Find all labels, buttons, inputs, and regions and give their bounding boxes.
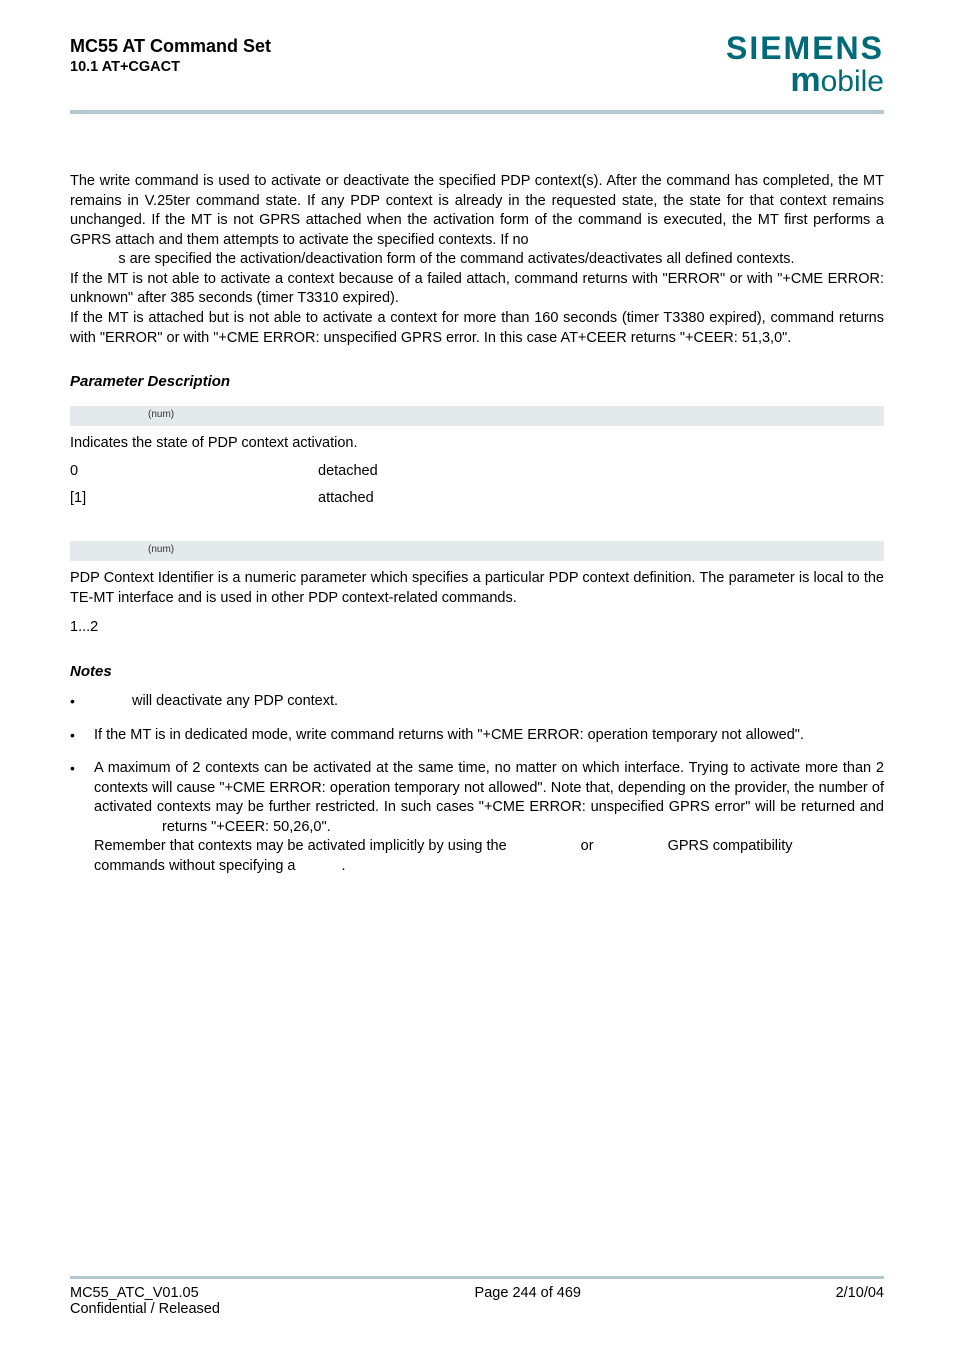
doc-subtitle: 10.1 AT+CGACT xyxy=(70,59,271,75)
page: MC55 AT Command Set 10.1 AT+CGACT SIEMEN… xyxy=(0,0,954,1351)
note2-line2c: GPRS compatibility xyxy=(668,838,793,854)
footer-date: 2/10/04 xyxy=(836,1285,884,1317)
bullet-icon: • xyxy=(70,759,94,876)
intro-p3: If the MT is attached but is not able to… xyxy=(70,309,884,348)
param-state-bar: (num) xyxy=(70,406,884,426)
intro-block: The write command is used to activate or… xyxy=(70,172,884,348)
notes-heading: Notes xyxy=(70,662,884,682)
header-left: MC55 AT Command Set 10.1 AT+CGACT xyxy=(70,30,271,75)
footer-rule xyxy=(70,1276,884,1279)
note0-text: will deactivate any PDP context. xyxy=(132,693,338,709)
intro-p1b: s are specified the activation/deactivat… xyxy=(70,250,884,270)
param-desc-heading: Parameter Description xyxy=(70,372,884,392)
page-footer: MC55_ATC_V01.05 Confidential / Released … xyxy=(70,1276,884,1317)
intro-p2: If the MT is not able to activate a cont… xyxy=(70,270,884,309)
header-brand: SIEMENS mobile xyxy=(726,30,884,100)
footer-version: MC55_ATC_V01.05 xyxy=(70,1285,220,1301)
footer-row: MC55_ATC_V01.05 Confidential / Released … xyxy=(70,1285,884,1317)
brand-mobile-rest: obile xyxy=(821,65,884,98)
param-cid-desc: PDP Context Identifier is a numeric para… xyxy=(70,569,884,608)
footer-confidential: Confidential / Released xyxy=(70,1301,220,1317)
note-item-2: • A maximum of 2 contexts can be activat… xyxy=(70,759,884,876)
doc-title: MC55 AT Command Set xyxy=(70,36,271,57)
notes-list: • will deactivate any PDP context. • If … xyxy=(70,692,884,877)
note2-line2a: Remember that contexts may be activated … xyxy=(94,838,507,854)
footer-left: MC55_ATC_V01.05 Confidential / Released xyxy=(70,1285,220,1317)
note-body-0: will deactivate any PDP context. xyxy=(94,692,884,712)
param-state-sup: (num) xyxy=(148,408,174,422)
param-state-key-1: [1] xyxy=(70,489,318,509)
note2-pre: A maximum of 2 contexts can be activated… xyxy=(94,760,884,815)
note2-line3b: . xyxy=(342,858,346,874)
note-body-1: If the MT is in dedicated mode, write co… xyxy=(94,726,884,746)
param-state-val-0: detached xyxy=(318,462,378,482)
param-state-row-0: 0 detached xyxy=(70,462,884,482)
param-state-row-1: [1] attached xyxy=(70,489,884,509)
brand-mobile-m: m xyxy=(790,61,820,99)
intro-p1b-text: s are specified the activation/deactivat… xyxy=(118,251,794,267)
param-state-desc: Indicates the state of PDP context activ… xyxy=(70,434,884,454)
intro-p1: The write command is used to activate or… xyxy=(70,172,884,250)
bullet-icon: • xyxy=(70,726,94,746)
param-state-val-1: attached xyxy=(318,489,374,509)
note-body-2: A maximum of 2 contexts can be activated… xyxy=(94,759,884,876)
footer-page: Page 244 of 469 xyxy=(475,1285,581,1317)
param-cid-sup: (num) xyxy=(148,543,174,557)
intro-p1b-gap xyxy=(70,251,118,267)
note2-line2b: or xyxy=(581,838,594,854)
note2-line3a: commands without specifying a xyxy=(94,858,296,874)
note-item-0: • will deactivate any PDP context. xyxy=(70,692,884,712)
note-item-1: • If the MT is in dedicated mode, write … xyxy=(70,726,884,746)
param-state-key-0: 0 xyxy=(70,462,318,482)
param-cid-bar: (num) xyxy=(70,541,884,561)
page-header: MC55 AT Command Set 10.1 AT+CGACT SIEMEN… xyxy=(70,30,884,106)
note2-mid: returns "+CEER: 50,26,0". xyxy=(162,819,331,835)
page-body: The write command is used to activate or… xyxy=(70,114,884,876)
param-cid-range: 1...2 xyxy=(70,618,884,638)
bullet-icon: • xyxy=(70,692,94,712)
